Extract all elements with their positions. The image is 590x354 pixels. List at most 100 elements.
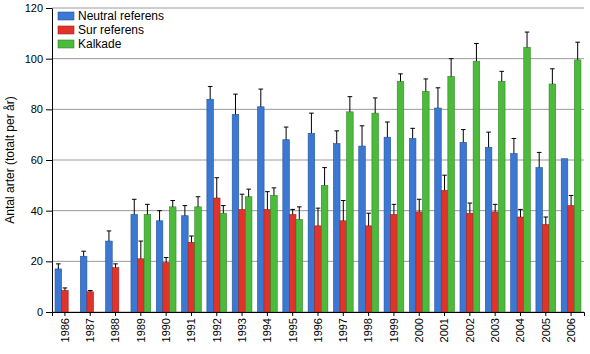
error-bar <box>258 89 263 107</box>
tick-label: 120 <box>25 2 43 14</box>
tick: 2006 <box>565 312 577 342</box>
tick-mark <box>444 312 445 316</box>
tick: 1992 <box>211 312 223 342</box>
error-bar <box>233 94 238 114</box>
bar <box>511 154 518 312</box>
tick-mark <box>267 312 268 316</box>
series <box>55 87 568 312</box>
bar <box>232 114 239 312</box>
bar <box>131 214 138 312</box>
tick: 1988 <box>109 312 121 342</box>
tick: 0 <box>37 306 52 318</box>
error-bar <box>240 194 245 209</box>
bar <box>55 269 62 312</box>
tick-label: 1993 <box>236 318 248 342</box>
y-axis-title: Antal arter (totalt per år) <box>3 96 17 223</box>
tick: 60 <box>31 154 52 166</box>
tick: 1989 <box>135 312 147 342</box>
tick-label: 2001 <box>438 318 450 342</box>
plot: 0204060801001201986198719881989199019911… <box>25 2 585 342</box>
error-bar <box>474 43 479 61</box>
bar <box>245 197 252 312</box>
bar <box>182 216 189 312</box>
tick-mark <box>46 261 52 262</box>
bar <box>207 99 214 312</box>
error-bar <box>284 127 289 140</box>
bar <box>397 81 404 312</box>
tick: 40 <box>31 205 52 217</box>
tick-mark <box>166 312 167 316</box>
tick-label: 1997 <box>337 318 349 342</box>
bar <box>321 185 328 312</box>
bar <box>163 263 170 312</box>
bar <box>112 268 119 312</box>
bar <box>239 209 246 312</box>
legend-label: Neutral referens <box>78 9 164 23</box>
grid-line <box>52 58 584 59</box>
error-bar <box>272 188 277 196</box>
legend-label: Kalkade <box>78 37 122 51</box>
bar <box>467 213 474 312</box>
tick: 2000 <box>413 312 425 342</box>
bars <box>55 32 581 312</box>
tick-label: 100 <box>25 53 43 65</box>
error-bar <box>398 74 403 82</box>
legend-swatch <box>58 40 74 48</box>
tick: 1993 <box>236 312 248 342</box>
tick-mark <box>419 312 420 316</box>
error-bar <box>113 264 118 268</box>
bar <box>264 209 271 312</box>
error-bar <box>569 195 574 205</box>
bar <box>87 292 94 312</box>
y-axis: 020406080100120 <box>25 2 53 318</box>
error-bar <box>410 128 415 138</box>
error-bar <box>221 206 226 214</box>
error-bar <box>316 208 321 226</box>
bar <box>220 213 227 312</box>
bar <box>542 225 549 312</box>
error-bar <box>341 201 346 221</box>
error-bar <box>81 251 86 256</box>
tick-mark <box>318 312 319 316</box>
tick-label: 0 <box>37 306 43 318</box>
bar <box>169 207 176 312</box>
error-bar <box>164 258 169 263</box>
tick-label: 1996 <box>312 318 324 342</box>
error-bar <box>107 231 112 241</box>
tick-mark <box>191 312 192 316</box>
error-bar <box>145 204 150 214</box>
error-bar <box>424 79 429 92</box>
error-bar <box>468 203 473 213</box>
tick-mark <box>545 312 546 316</box>
bar <box>409 138 416 312</box>
tick-mark <box>46 312 52 313</box>
tick-mark <box>292 312 293 316</box>
bar <box>365 226 372 312</box>
tick: 1998 <box>362 312 374 342</box>
bar <box>213 198 220 312</box>
legend-item: Sur referens <box>58 23 144 37</box>
bar <box>517 217 524 312</box>
tick-label: 1986 <box>59 318 71 342</box>
tick-label: 1989 <box>135 318 147 342</box>
tick: 2005 <box>540 312 552 342</box>
bar <box>359 146 366 312</box>
tick-mark <box>469 312 470 316</box>
bar <box>347 112 354 312</box>
tick-mark <box>46 8 52 9</box>
error-bar <box>196 197 201 207</box>
bar <box>423 92 430 312</box>
error-bar <box>360 126 365 146</box>
bar <box>188 242 195 312</box>
error-bar <box>525 32 530 47</box>
series <box>144 32 581 312</box>
bar <box>296 220 303 312</box>
error-bar <box>417 199 422 212</box>
error-bar <box>392 204 397 214</box>
tick-label: 1999 <box>388 318 400 342</box>
tick: 1996 <box>312 312 324 342</box>
error-bar <box>334 131 339 144</box>
chart: 0204060801001201986198719881989199019911… <box>0 0 590 354</box>
bar <box>536 168 543 312</box>
bar <box>448 76 455 312</box>
